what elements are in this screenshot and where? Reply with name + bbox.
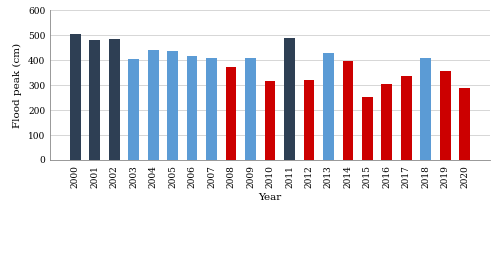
Bar bbox=[342, 61, 353, 160]
Bar bbox=[245, 58, 256, 160]
Bar bbox=[90, 40, 100, 160]
Bar bbox=[128, 59, 139, 160]
Bar bbox=[304, 80, 314, 160]
Bar bbox=[284, 38, 295, 160]
Bar bbox=[206, 58, 217, 160]
Bar bbox=[187, 57, 198, 160]
Bar bbox=[323, 53, 334, 160]
Bar bbox=[148, 50, 158, 160]
Bar bbox=[226, 67, 236, 160]
Bar bbox=[382, 84, 392, 160]
Bar bbox=[109, 39, 120, 160]
Bar bbox=[460, 88, 470, 160]
Bar bbox=[168, 52, 178, 160]
Bar bbox=[70, 34, 80, 160]
Y-axis label: Flood peak (cm): Flood peak (cm) bbox=[13, 43, 22, 128]
Bar bbox=[420, 58, 431, 160]
Bar bbox=[362, 97, 372, 160]
Bar bbox=[401, 76, 411, 160]
X-axis label: Year: Year bbox=[258, 194, 281, 202]
Bar bbox=[264, 81, 276, 160]
Bar bbox=[440, 71, 450, 160]
